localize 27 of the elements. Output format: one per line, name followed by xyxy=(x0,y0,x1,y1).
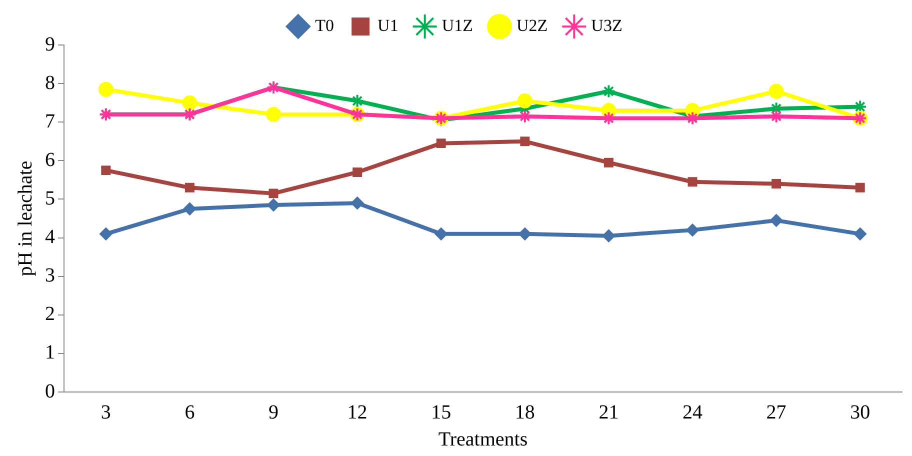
legend-label: U1Z xyxy=(442,16,474,35)
legend-label: U3Z xyxy=(591,16,622,35)
y-tick-label: 0 xyxy=(45,380,55,402)
x-tick-label: 15 xyxy=(431,401,452,424)
x-tick-label: 6 xyxy=(184,401,195,424)
x-tick-label: 27 xyxy=(766,401,786,424)
y-axis-title: pH in leachate xyxy=(14,160,36,276)
y-tick-label: 7 xyxy=(45,110,55,132)
y-tick-label: 4 xyxy=(45,226,55,248)
y-tick-label: 1 xyxy=(45,342,55,364)
x-tick-label: 9 xyxy=(268,401,278,424)
x-tick-label: 21 xyxy=(598,401,619,424)
x-tick-label: 30 xyxy=(850,401,870,424)
x-tick-label: 12 xyxy=(347,401,368,424)
y-tick-label: 6 xyxy=(45,148,55,171)
y-tick-label: 9 xyxy=(45,33,55,56)
x-tick-label: 24 xyxy=(682,401,702,424)
legend-label: U1 xyxy=(378,16,398,35)
y-tick-label: 8 xyxy=(45,72,55,94)
y-tick-label: 2 xyxy=(45,303,55,326)
x-tick-label: 18 xyxy=(514,401,535,424)
y-tick-label: 3 xyxy=(45,264,55,287)
x-tick-label: 3 xyxy=(100,401,111,424)
legend-label: T0 xyxy=(315,16,334,35)
x-axis-title: Treatments xyxy=(438,428,528,450)
y-tick-label: 5 xyxy=(45,187,55,210)
legend-label: U2Z xyxy=(516,16,548,35)
